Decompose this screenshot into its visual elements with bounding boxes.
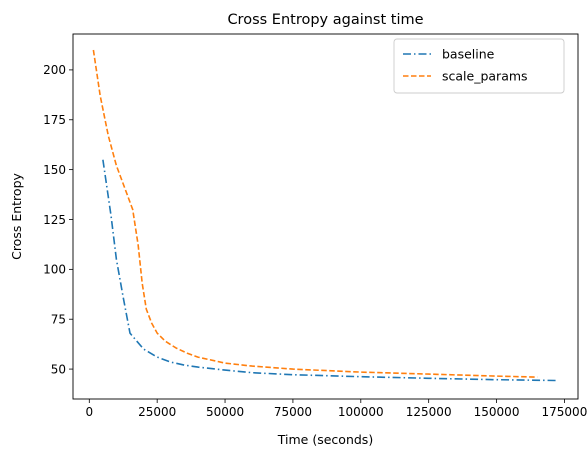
y-tick-label: 100 [43, 263, 66, 277]
x-tick-label: 100000 [338, 405, 384, 419]
y-tick-label: 75 [51, 313, 66, 327]
legend-label: scale_params [442, 69, 528, 84]
legend: baseline scale_params [393, 38, 565, 94]
plot-area [92, 49, 557, 382]
y-tick-label: 200 [43, 63, 66, 77]
x-tick-label: 0 [85, 405, 93, 419]
legend-label: baseline [442, 47, 495, 62]
y-tick-label: 150 [43, 163, 66, 177]
x-tick-label: 50000 [206, 405, 244, 419]
axes-frame [72, 33, 579, 400]
y-axis-label: Cross Entropy [9, 172, 24, 259]
x-tick-label: 175000 [542, 405, 588, 419]
series-line-scale-params [92, 49, 538, 378]
y-tick-label: 125 [43, 213, 66, 227]
x-tick-label: 150000 [474, 405, 520, 419]
x-tick-label: 75000 [274, 405, 312, 419]
x-axis-label: Time (seconds) [277, 432, 373, 447]
x-axis: 0 25000 50000 75000 100000 125000 150000 175000 [85, 399, 587, 419]
legend-box [393, 38, 565, 94]
x-tick-label: 125000 [406, 405, 452, 419]
y-axis: 50 75 100 125 150 175 200 [43, 63, 73, 376]
chart-title: Cross Entropy against time [227, 12, 423, 28]
y-tick-label: 175 [43, 113, 66, 127]
x-tick-label: 25000 [138, 405, 176, 419]
series-line-baseline [102, 159, 557, 382]
y-tick-label: 50 [51, 362, 66, 376]
